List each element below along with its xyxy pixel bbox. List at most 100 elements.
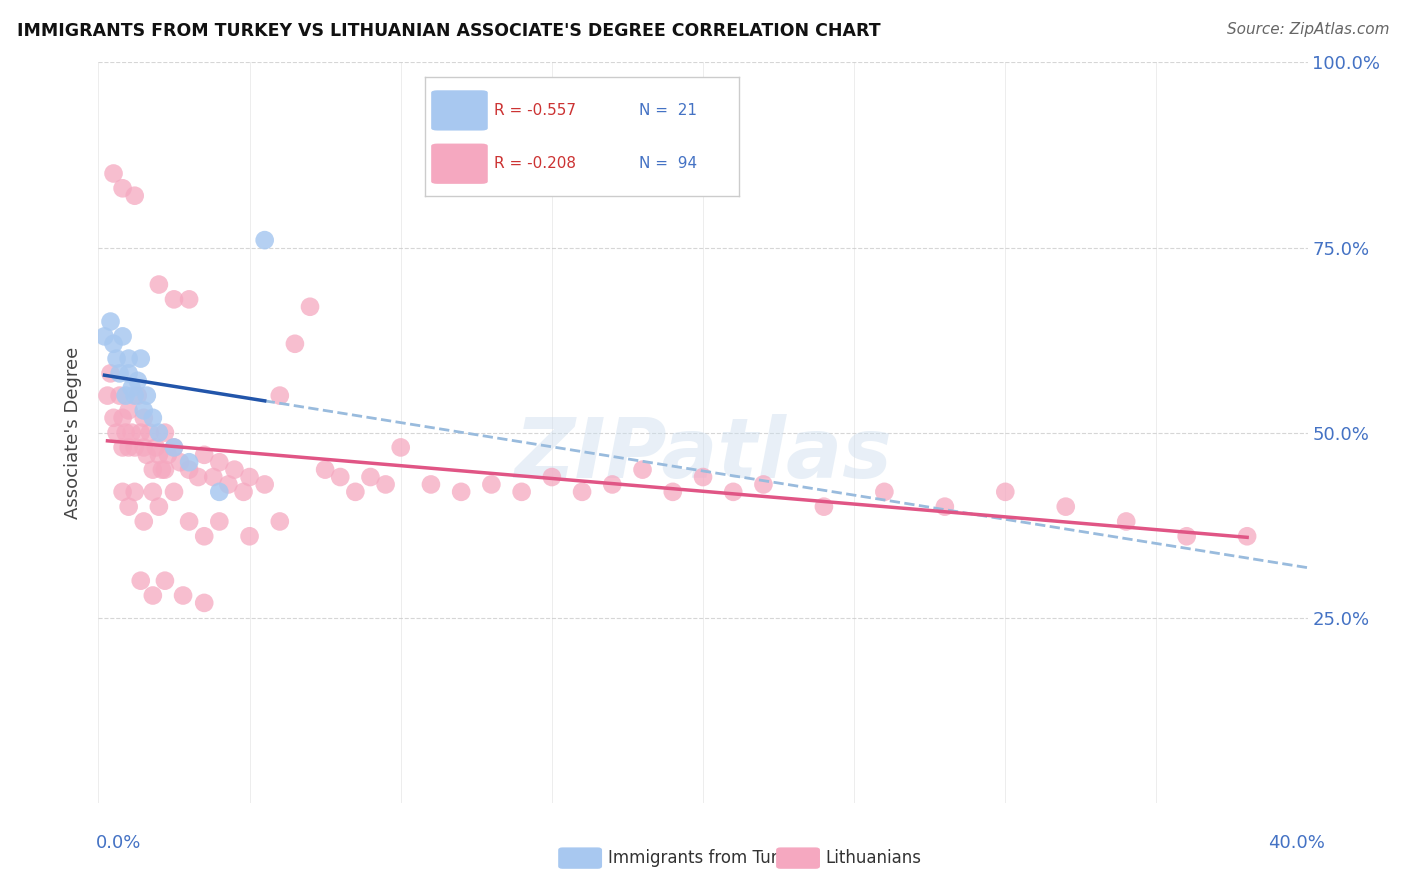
Point bbox=[118, 500, 141, 514]
Point bbox=[129, 351, 152, 366]
Point bbox=[510, 484, 533, 499]
Point bbox=[93, 329, 115, 343]
Point bbox=[114, 388, 136, 402]
Point bbox=[450, 484, 472, 499]
Point bbox=[124, 188, 146, 202]
Point bbox=[103, 166, 125, 180]
Point bbox=[148, 425, 170, 440]
Point bbox=[208, 484, 231, 499]
Text: Source: ZipAtlas.com: Source: ZipAtlas.com bbox=[1226, 22, 1389, 37]
Point bbox=[111, 181, 134, 195]
Point bbox=[208, 515, 231, 529]
Point bbox=[239, 529, 262, 543]
Point bbox=[994, 484, 1017, 499]
Point bbox=[142, 589, 165, 603]
Point bbox=[540, 470, 562, 484]
Point bbox=[163, 293, 186, 307]
Point bbox=[132, 403, 155, 417]
Point bbox=[389, 441, 412, 455]
Point bbox=[481, 477, 503, 491]
Point bbox=[124, 388, 146, 402]
Text: IMMIGRANTS FROM TURKEY VS LITHUANIAN ASSOCIATE'S DEGREE CORRELATION CHART: IMMIGRANTS FROM TURKEY VS LITHUANIAN ASS… bbox=[17, 22, 880, 40]
Point bbox=[217, 477, 239, 491]
Point bbox=[360, 470, 382, 484]
Point bbox=[145, 441, 167, 455]
Y-axis label: Associate's Degree: Associate's Degree bbox=[65, 346, 83, 519]
Point bbox=[239, 470, 262, 484]
Point bbox=[127, 374, 149, 388]
Point bbox=[153, 425, 176, 440]
Point bbox=[124, 441, 146, 455]
Point bbox=[723, 484, 745, 499]
Point bbox=[269, 388, 291, 402]
Point bbox=[103, 410, 125, 425]
Point bbox=[232, 484, 254, 499]
Point bbox=[108, 388, 131, 402]
Point bbox=[111, 329, 134, 343]
Point bbox=[105, 351, 128, 366]
Point bbox=[142, 484, 165, 499]
Point bbox=[142, 462, 165, 476]
Point bbox=[124, 484, 146, 499]
Point bbox=[631, 462, 654, 476]
Point bbox=[100, 314, 122, 328]
Point bbox=[187, 470, 209, 484]
Point bbox=[602, 477, 624, 491]
Point bbox=[571, 484, 593, 499]
Point bbox=[121, 425, 143, 440]
Point bbox=[156, 448, 179, 462]
Point bbox=[148, 277, 170, 292]
Point bbox=[1054, 500, 1077, 514]
Point bbox=[202, 470, 225, 484]
Point bbox=[111, 441, 134, 455]
Text: 0.0%: 0.0% bbox=[96, 834, 141, 852]
Point bbox=[661, 484, 683, 499]
Point bbox=[179, 462, 201, 476]
Point bbox=[129, 574, 152, 588]
Point bbox=[179, 515, 201, 529]
Point bbox=[118, 403, 141, 417]
Text: 40.0%: 40.0% bbox=[1268, 834, 1324, 852]
Point bbox=[224, 462, 246, 476]
Point bbox=[253, 477, 276, 491]
Point bbox=[179, 455, 201, 469]
Point bbox=[169, 455, 191, 469]
Point bbox=[108, 367, 131, 381]
Text: Immigrants from Turkey: Immigrants from Turkey bbox=[607, 849, 807, 867]
Point bbox=[193, 448, 215, 462]
Point bbox=[172, 589, 194, 603]
Point bbox=[179, 293, 201, 307]
Point bbox=[208, 455, 231, 469]
Point bbox=[118, 351, 141, 366]
Point bbox=[135, 448, 157, 462]
Point bbox=[148, 500, 170, 514]
Point bbox=[118, 367, 141, 381]
Point bbox=[284, 336, 307, 351]
Point bbox=[132, 410, 155, 425]
Point bbox=[153, 574, 176, 588]
Point bbox=[150, 462, 173, 476]
Text: ZIPatlas: ZIPatlas bbox=[515, 414, 891, 495]
Point bbox=[420, 477, 443, 491]
Point bbox=[329, 470, 352, 484]
Point bbox=[111, 410, 134, 425]
Point bbox=[142, 410, 165, 425]
Point bbox=[163, 441, 186, 455]
Point bbox=[692, 470, 714, 484]
Point bbox=[299, 300, 322, 314]
Point bbox=[100, 367, 122, 381]
Point bbox=[1115, 515, 1137, 529]
Point bbox=[253, 233, 276, 247]
Point bbox=[193, 529, 215, 543]
Point bbox=[374, 477, 396, 491]
Point bbox=[148, 448, 170, 462]
Point bbox=[269, 515, 291, 529]
Point bbox=[105, 425, 128, 440]
Text: Lithuanians: Lithuanians bbox=[825, 849, 921, 867]
Point bbox=[114, 425, 136, 440]
Point bbox=[103, 336, 125, 351]
Point bbox=[121, 381, 143, 395]
Point bbox=[118, 441, 141, 455]
Point bbox=[139, 425, 162, 440]
Point bbox=[135, 388, 157, 402]
